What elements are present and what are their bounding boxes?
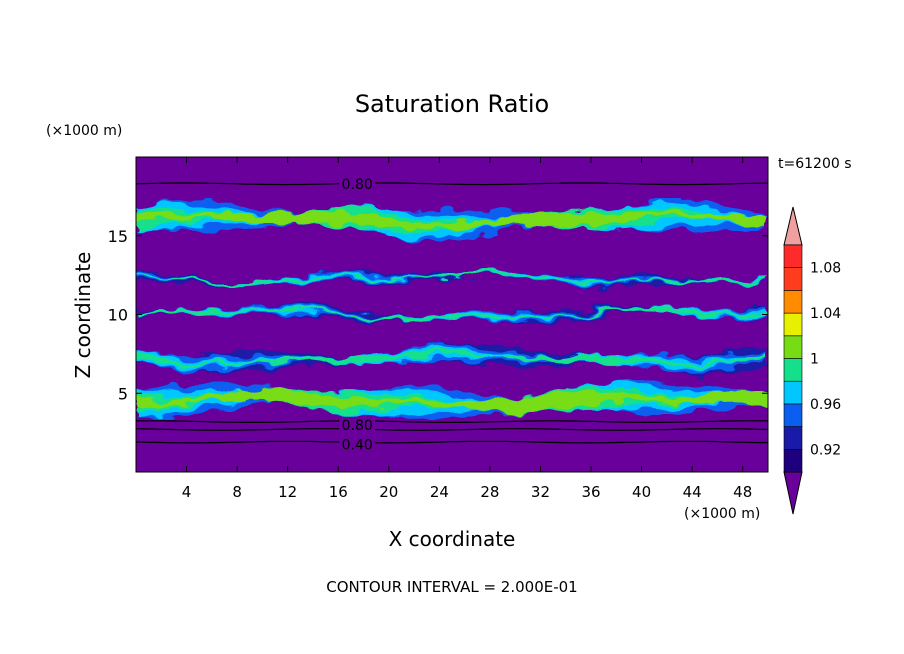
y-tick-label: 15 [108, 227, 128, 246]
band-level-fill [136, 388, 768, 414]
band-level-fill [136, 210, 768, 230]
moisture-band [136, 380, 768, 420]
colorbar-swatch [783, 267, 803, 291]
y-tick-label: 10 [108, 306, 128, 325]
x-axis-title: X coordinate [389, 527, 516, 551]
x-unit-label: (×1000 m) [684, 506, 760, 522]
colorbar-swatch [783, 448, 803, 473]
colorbar-tick-label: 1.04 [810, 306, 841, 322]
contour-line [136, 420, 768, 423]
contour-label: 0.80 [342, 177, 373, 193]
colorbar-swatch [783, 380, 803, 405]
x-tick-label: 12 [278, 483, 297, 501]
time-label: t=61200 s [778, 156, 852, 172]
band-layer [136, 198, 768, 420]
x-tick-label: 8 [232, 483, 242, 501]
plot-area [136, 157, 768, 472]
band-level-fill [136, 346, 768, 370]
band-level-fill [136, 307, 768, 322]
moisture-band [136, 303, 768, 324]
colorbar-tick-label: 1.08 [810, 261, 841, 277]
contour-line [136, 428, 768, 431]
contour-label: 0.80 [342, 418, 373, 434]
colorbar-under-triangle [783, 471, 803, 515]
contour-label-bg [339, 416, 376, 432]
x-tick-label: 32 [531, 483, 550, 501]
contour-line [136, 440, 768, 444]
x-tick-label: 40 [632, 483, 651, 501]
x-tick-label: 44 [683, 483, 702, 501]
contour-label: 0.40 [342, 437, 373, 453]
y-axis: 5 10 15 [108, 227, 768, 403]
colorbar-tick-label: 0.96 [810, 397, 841, 413]
colorbar-swatch [783, 312, 803, 337]
contour-line [136, 182, 768, 186]
x-axis: 4 8 12 16 20 24 28 32 36 40 44 48 [182, 157, 752, 501]
colorbar-swatch [783, 335, 803, 359]
band-level-fill [136, 349, 768, 368]
colorbar-tick-label: 1 [810, 352, 819, 368]
moisture-band [136, 269, 768, 289]
contour-label-bg [339, 175, 376, 191]
colorbar: 0.92 0.96 1 1.04 1.08 [783, 206, 841, 515]
colorbar-over-triangle [783, 206, 803, 246]
colorbar-swatch [783, 358, 803, 382]
contour-label-bg [339, 436, 376, 452]
contour-layer [136, 182, 768, 444]
band-level-fill [136, 343, 768, 374]
x-tick-label: 36 [581, 483, 600, 501]
x-tick-label: 48 [733, 483, 752, 501]
band-level-fill [136, 270, 768, 288]
x-tick-label: 24 [430, 483, 449, 501]
moisture-band [136, 198, 768, 242]
colorbar-tick-label: 0.92 [810, 442, 841, 458]
contour-label-layer: 0.80 0.80 0.40 [339, 175, 376, 453]
chart-title: Saturation Ratio [355, 90, 549, 118]
contour-interval-note: CONTOUR INTERVAL = 2.000E-01 [326, 578, 577, 596]
colorbar-swatch [783, 403, 803, 427]
x-tick-label: 28 [480, 483, 499, 501]
moisture-band [136, 342, 768, 376]
colorbar-swatch [783, 244, 803, 269]
y-axis-title: Z coordinate [71, 252, 95, 379]
y-tick-label: 5 [118, 384, 128, 403]
y-unit-label: (×1000 m) [46, 123, 122, 139]
x-tick-label: 16 [329, 483, 348, 501]
x-tick-label: 20 [379, 483, 398, 501]
x-tick-label: 4 [182, 483, 192, 501]
colorbar-swatch [783, 426, 803, 450]
colorbar-swatch [783, 290, 803, 314]
